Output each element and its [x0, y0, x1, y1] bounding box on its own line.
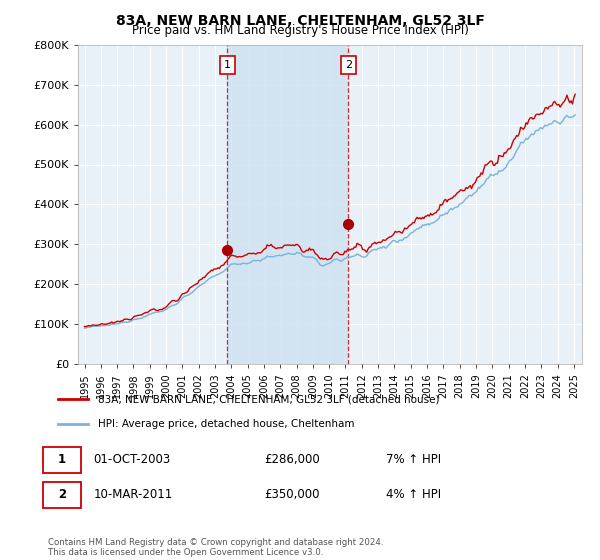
Text: 2: 2: [345, 60, 352, 70]
Text: 4% ↑ HPI: 4% ↑ HPI: [386, 488, 441, 501]
Text: Price paid vs. HM Land Registry's House Price Index (HPI): Price paid vs. HM Land Registry's House …: [131, 24, 469, 37]
Bar: [227, 45, 348, 364]
Text: 10-MAR-2011: 10-MAR-2011: [94, 488, 173, 501]
FancyBboxPatch shape: [43, 482, 81, 508]
Text: HPI: Average price, detached house, Cheltenham: HPI: Average price, detached house, Chel…: [98, 419, 355, 430]
Text: £286,000: £286,000: [265, 454, 320, 466]
Text: £350,000: £350,000: [265, 488, 320, 501]
Text: 83A, NEW BARN LANE, CHELTENHAM, GL52 3LF (detached house): 83A, NEW BARN LANE, CHELTENHAM, GL52 3LF…: [98, 394, 440, 404]
Text: 01-OCT-2003: 01-OCT-2003: [94, 454, 170, 466]
FancyBboxPatch shape: [43, 447, 81, 473]
Text: Contains HM Land Registry data © Crown copyright and database right 2024.
This d: Contains HM Land Registry data © Crown c…: [48, 538, 383, 557]
Text: 2: 2: [58, 488, 66, 501]
Text: 83A, NEW BARN LANE, CHELTENHAM, GL52 3LF: 83A, NEW BARN LANE, CHELTENHAM, GL52 3LF: [116, 14, 484, 28]
Text: 7% ↑ HPI: 7% ↑ HPI: [386, 454, 441, 466]
Text: 1: 1: [58, 454, 66, 466]
Text: 1: 1: [224, 60, 231, 70]
